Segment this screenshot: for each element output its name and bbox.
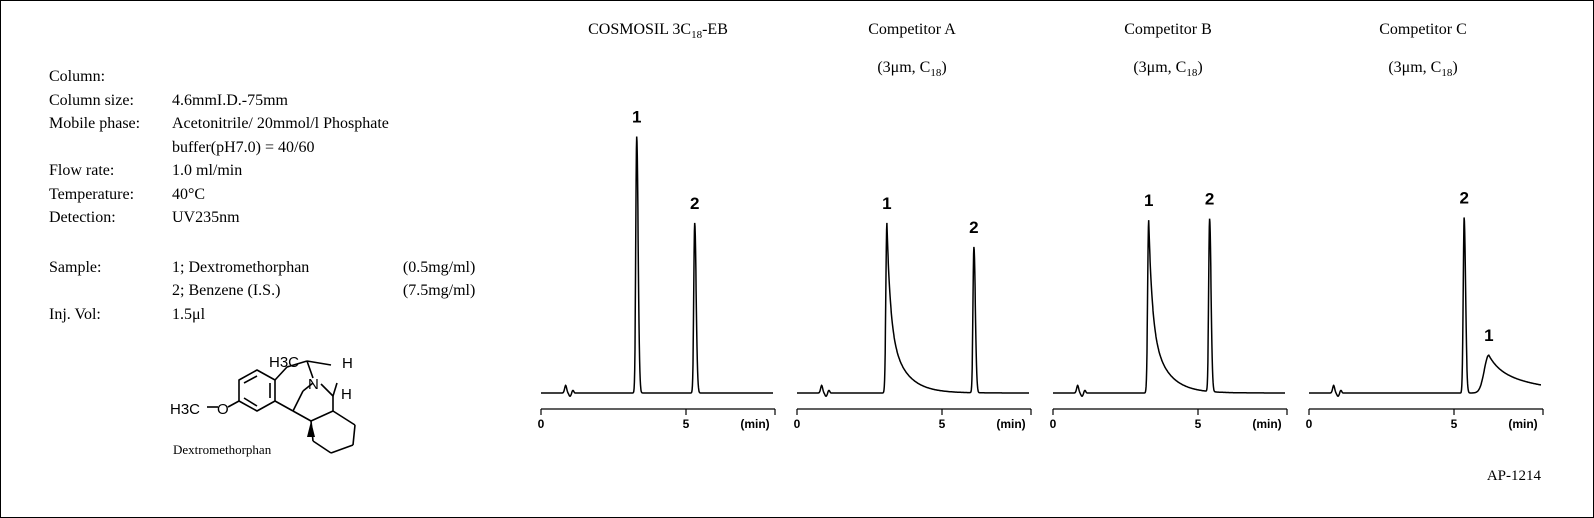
x-tick-label: 5: [1451, 417, 1458, 431]
x-axis-label: (min): [740, 417, 769, 431]
inj-value: 1.5μl: [172, 305, 206, 323]
sample-row: Sample: 1; Dextromethorphan (0.5mg/ml): [49, 256, 475, 280]
condition-value: 4.6mmI.D.-75mm: [172, 91, 288, 109]
conditions-table: Column: Column size: 4.6mmI.D.-75mm Mobi…: [49, 65, 475, 326]
chromatogram-subtitle: (3μm, C18): [1313, 58, 1533, 79]
x-tick-label: 5: [1195, 417, 1202, 431]
sample-name: 1; Dextromethorphan: [172, 258, 310, 276]
x-tick-label: 5: [683, 417, 690, 431]
chromatogram-title: Competitor A: [802, 20, 1022, 40]
inj-label: Inj. Vol:: [49, 305, 101, 323]
condition-row: Column size: 4.6mmI.D.-75mm: [49, 89, 475, 113]
condition-row: Temperature: 40°C: [49, 183, 475, 207]
peak-label: 2: [1459, 189, 1468, 208]
inj-row: Inj. Vol: 1.5μl: [49, 303, 475, 327]
title-subscript: 18: [691, 29, 703, 41]
condition-value: buffer(pH7.0) = 40/60: [172, 138, 315, 156]
subtitle-subscript: 18: [1186, 67, 1198, 79]
condition-label: Detection:: [49, 209, 116, 226]
x-tick-label: 5: [939, 417, 946, 431]
sample-conc: (7.5mg/ml): [402, 282, 476, 299]
structure-h3c-top: H3C: [269, 354, 299, 371]
subtitle-main: (3μm, C: [1388, 59, 1442, 76]
chromatogram-trace: [797, 222, 1029, 397]
subtitle-main: (3μm, C: [877, 59, 931, 76]
sample-conc: (0.5mg/ml): [402, 258, 476, 276]
subtitle-suffix: ): [941, 59, 947, 76]
peak-label: 2: [969, 218, 978, 237]
condition-row: Mobile phase: Acetonitrile/ 20mmol/l Pho…: [49, 112, 475, 136]
dextromethorphan-structure: H3C N H H H3C O: [170, 354, 356, 454]
chromatogram-title: Competitor B: [1058, 20, 1278, 40]
subtitle-suffix: ): [1197, 59, 1203, 76]
subtitle-subscript: 18: [1441, 67, 1453, 79]
wedge-bond: [307, 421, 315, 437]
chromatogram-title: COSMOSIL 3C18-EB: [548, 20, 768, 41]
condition-value: Acetonitrile/ 20mmol/l Phosphate: [172, 115, 389, 132]
title-suffix: -EB: [702, 21, 728, 38]
x-tick-label: 0: [1050, 417, 1057, 431]
condition-label: Column size:: [49, 91, 134, 109]
condition-label: Flow rate:: [49, 162, 115, 179]
title-main: Competitor C: [1379, 21, 1467, 38]
structure-caption: Dextromethorphan: [173, 442, 272, 457]
x-tick-label: 0: [1306, 417, 1313, 431]
column-row: Column:: [49, 65, 475, 89]
chromatogram-trace: [1053, 218, 1285, 397]
condition-row: Detection: UV235nm: [49, 206, 475, 230]
subtitle-suffix: ): [1452, 59, 1458, 76]
title-main: Competitor B: [1124, 21, 1212, 38]
structure-o: O: [217, 401, 229, 418]
chromatogram-subtitle: (3μm, C18): [802, 58, 1022, 79]
chromatogram-trace: [1309, 217, 1541, 397]
peak-label: 2: [690, 194, 699, 213]
subtitle-subscript: 18: [930, 67, 942, 79]
x-tick-label: 0: [794, 417, 801, 431]
x-axis-label: (min): [1508, 417, 1537, 431]
structure-h-mid: H: [341, 386, 352, 403]
structure-h-top: H: [342, 355, 353, 372]
x-axis-label: (min): [996, 417, 1025, 431]
condition-value: 40°C: [172, 185, 206, 203]
condition-label: Mobile phase:: [49, 115, 141, 132]
peak-label: 2: [1205, 190, 1214, 209]
x-axis-label: (min): [1252, 417, 1281, 431]
condition-label: Temperature:: [49, 185, 135, 203]
subtitle-main: (3μm, C: [1133, 59, 1187, 76]
sample-name: 2; Benzene (I.S.): [172, 282, 281, 299]
peak-label: 1: [632, 108, 641, 127]
chromatogram-subtitle: (3μm, C18): [1058, 58, 1278, 79]
title-main: COSMOSIL 3C: [588, 21, 692, 38]
sample-label: Sample:: [49, 258, 102, 276]
condition-row: buffer(pH7.0) = 40/60: [49, 136, 475, 160]
peak-label: 1: [1144, 191, 1153, 210]
column-label: Column:: [49, 68, 106, 85]
condition-row: Flow rate: 1.0 ml/min: [49, 159, 475, 183]
condition-value: 1.0 ml/min: [172, 162, 243, 179]
structure-h3c-left: H3C: [170, 401, 200, 418]
sample-row: 2; Benzene (I.S.) (7.5mg/ml): [49, 279, 475, 303]
x-tick-label: 0: [538, 417, 545, 431]
condition-value: UV235nm: [172, 209, 240, 226]
peak-label: 1: [882, 194, 891, 213]
structure-n: N: [308, 376, 319, 393]
title-main: Competitor A: [868, 21, 956, 38]
chromatogram-trace: [541, 136, 773, 397]
figure-code: AP-1214: [1486, 468, 1541, 484]
chromatogram-title: Competitor C: [1313, 20, 1533, 40]
peak-label: 1: [1484, 326, 1493, 345]
